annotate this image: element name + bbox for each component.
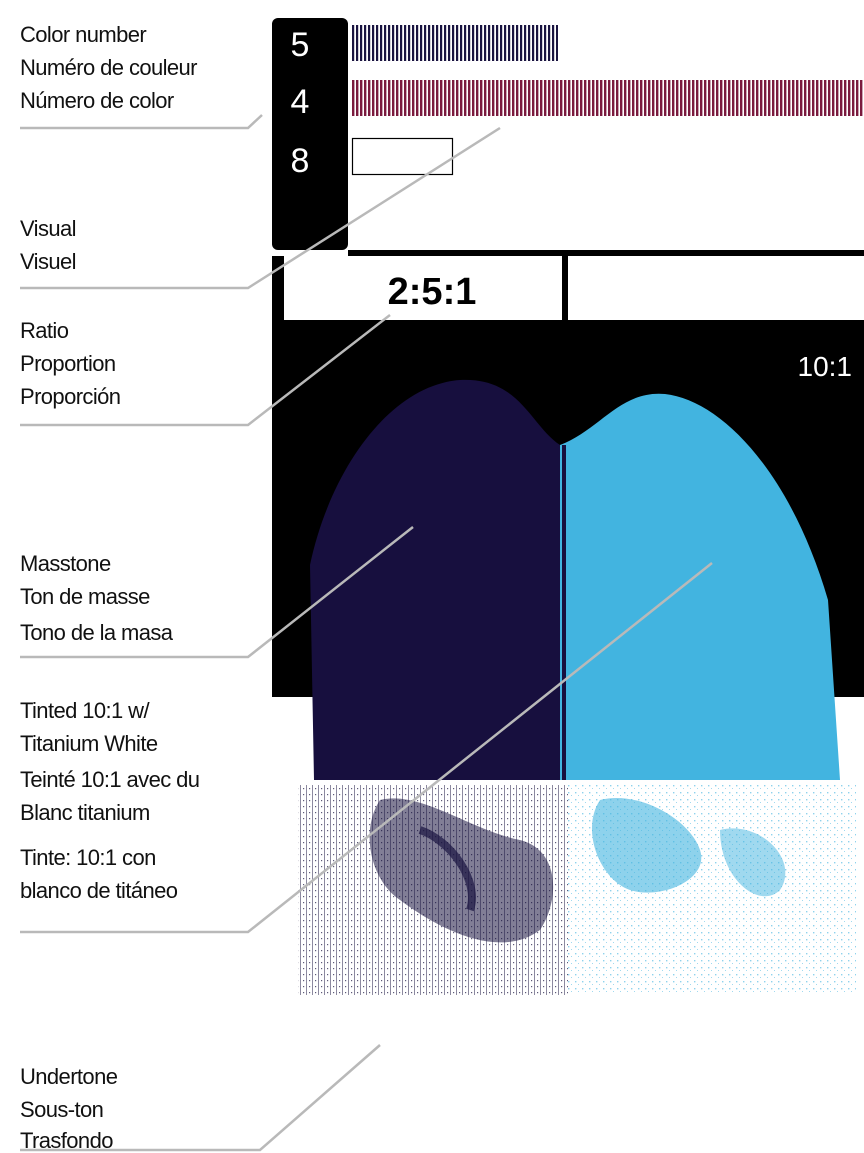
leader-line [20, 526, 414, 659]
visual-bar [352, 25, 558, 61]
label: Sous-ton [20, 1097, 103, 1122]
ratio-area [284, 256, 864, 320]
undertone-blot [591, 798, 702, 893]
ratio-text: 2:5:1 [388, 271, 477, 313]
ratio-divider [562, 254, 568, 324]
label: Proporción [20, 384, 120, 409]
tint-shape [560, 393, 840, 780]
tint-ratio: 10:1 [798, 351, 853, 382]
frame [272, 250, 284, 325]
leader-line [20, 126, 501, 290]
leader-line [20, 114, 263, 130]
label: Blanc titanium [20, 800, 150, 825]
label: Numéro de couleur [20, 55, 197, 80]
label: Proportion [20, 351, 116, 376]
label: Masstone [20, 551, 111, 576]
label: Ratio [20, 318, 69, 343]
frame [272, 250, 864, 256]
digit: 8 [291, 142, 310, 180]
digit: 4 [291, 83, 310, 121]
label: Tinte: 10:1 con [20, 845, 156, 870]
label: Número de color [20, 88, 174, 113]
label: Ton de masse [20, 584, 150, 609]
undertone-streak [418, 826, 476, 912]
label: Undertone [20, 1064, 118, 1089]
label: Color number [20, 22, 146, 47]
number-box [272, 18, 348, 250]
label: Visuel [20, 249, 76, 274]
leader-line [20, 314, 391, 427]
label: Trasfondo [20, 1128, 113, 1153]
label: Visual [20, 216, 76, 241]
label: Tinted 10:1 w/ [20, 698, 150, 723]
frame [272, 250, 348, 256]
visual-bar [352, 80, 864, 116]
digit: 5 [291, 26, 310, 64]
masstone-shape [310, 379, 566, 780]
label: Teinté 10:1 avec du [20, 767, 199, 792]
undertone-blot [720, 828, 786, 897]
label: Titanium White [20, 731, 158, 756]
label: blanco de titáneo [20, 878, 178, 903]
leader-line [20, 562, 713, 934]
edge [562, 445, 566, 780]
label: Tono de la masa [20, 620, 174, 645]
leader-line [20, 1044, 381, 1152]
